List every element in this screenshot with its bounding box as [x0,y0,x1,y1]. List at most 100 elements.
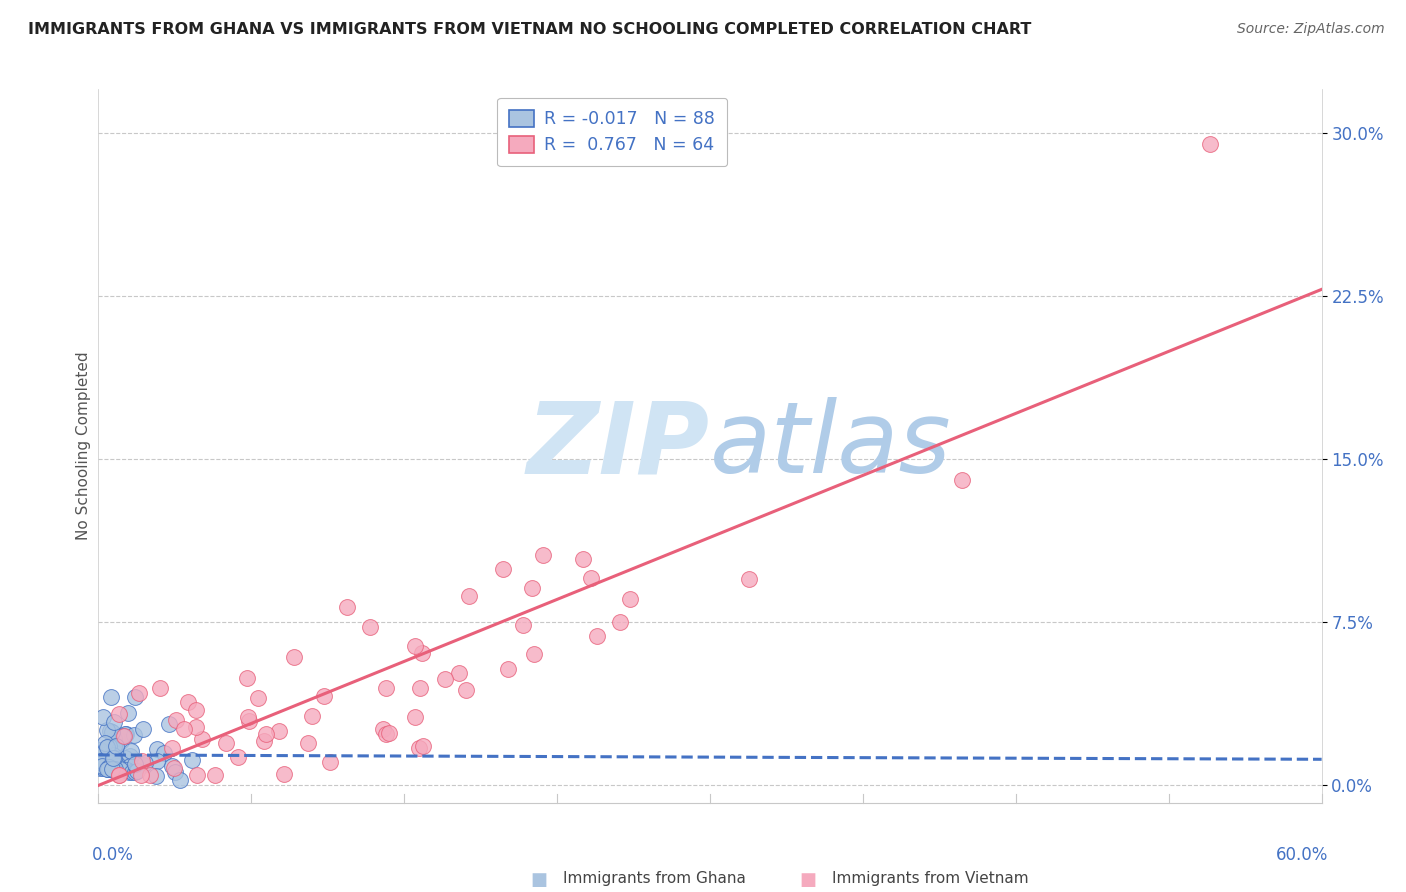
Point [512,617,534,632]
Point [163,765,186,780]
Point [236,671,259,685]
Point [177,695,200,709]
Point [103,747,125,762]
Point [609,615,631,629]
Point [160,759,183,773]
Point [104,762,127,776]
Point [117,706,139,720]
Point [404,639,426,653]
Point [91,710,114,724]
Point [146,754,169,768]
Point [273,766,295,780]
Point [408,741,430,756]
Text: 60.0%: 60.0% [1275,846,1327,863]
Point [108,767,131,781]
Point [186,767,208,781]
Point [89,761,111,775]
Point [297,736,319,750]
Point [454,683,477,698]
Point [103,732,125,747]
Point [581,571,603,585]
Point [173,722,195,736]
Point [96,756,118,770]
Point [96,742,118,756]
Point [378,725,401,739]
Point [247,691,270,706]
Point [101,756,124,770]
Point [411,646,433,660]
Point [89,756,111,771]
Point [104,757,127,772]
Point [1198,136,1220,151]
Y-axis label: No Schooling Completed: No Schooling Completed [76,351,91,541]
Point [738,573,761,587]
Text: atlas: atlas [710,398,952,494]
Point [89,743,111,757]
Point [204,767,226,781]
Point [94,747,117,761]
Point [121,744,143,758]
Point [586,629,609,643]
Point [449,665,471,680]
Point [409,681,432,695]
Point [169,772,191,787]
Point [112,729,135,743]
Point [115,763,138,777]
Point [100,690,122,704]
Point [145,769,167,783]
Point [146,742,169,756]
Point [101,733,124,747]
Point [98,739,121,753]
Point [124,756,146,771]
Point [104,762,127,776]
Point [89,755,111,769]
Point [124,690,146,704]
Point [105,731,128,746]
Point [96,762,118,776]
Point [191,731,214,746]
Point [186,703,208,717]
Point [94,736,117,750]
Point [523,648,546,662]
Text: ■: ■ [800,871,817,888]
Point [238,714,260,729]
Point [139,767,162,781]
Point [112,729,135,743]
Point [458,589,481,603]
Point [214,736,236,750]
Point [90,755,112,769]
Point [228,750,250,764]
Point [492,562,515,576]
Point [131,754,153,768]
Point [129,767,152,781]
Point [114,727,136,741]
Point [319,756,342,770]
Point [375,681,398,695]
Point [96,723,118,737]
Point [97,760,120,774]
Legend: R = -0.017   N = 88, R =  0.767   N = 64: R = -0.017 N = 88, R = 0.767 N = 64 [498,98,727,167]
Point [619,592,641,607]
Point [180,753,202,767]
Point [283,649,305,664]
Point [97,762,120,776]
Point [93,760,115,774]
Point [162,761,184,775]
Text: IMMIGRANTS FROM GHANA VS IMMIGRANTS FROM VIETNAM NO SCHOOLING COMPLETED CORRELAT: IMMIGRANTS FROM GHANA VS IMMIGRANTS FROM… [28,22,1032,37]
Point [101,763,124,777]
Point [127,757,149,772]
Point [153,746,176,760]
Point [118,765,141,780]
Point [115,726,138,740]
Point [121,765,143,780]
Point [522,581,544,595]
Point [105,757,128,772]
Point [98,749,121,764]
Point [110,734,132,748]
Point [103,739,125,754]
Point [572,552,595,566]
Point [127,764,149,778]
Point [404,710,426,724]
Point [149,681,172,696]
Text: ZIP: ZIP [527,398,710,494]
